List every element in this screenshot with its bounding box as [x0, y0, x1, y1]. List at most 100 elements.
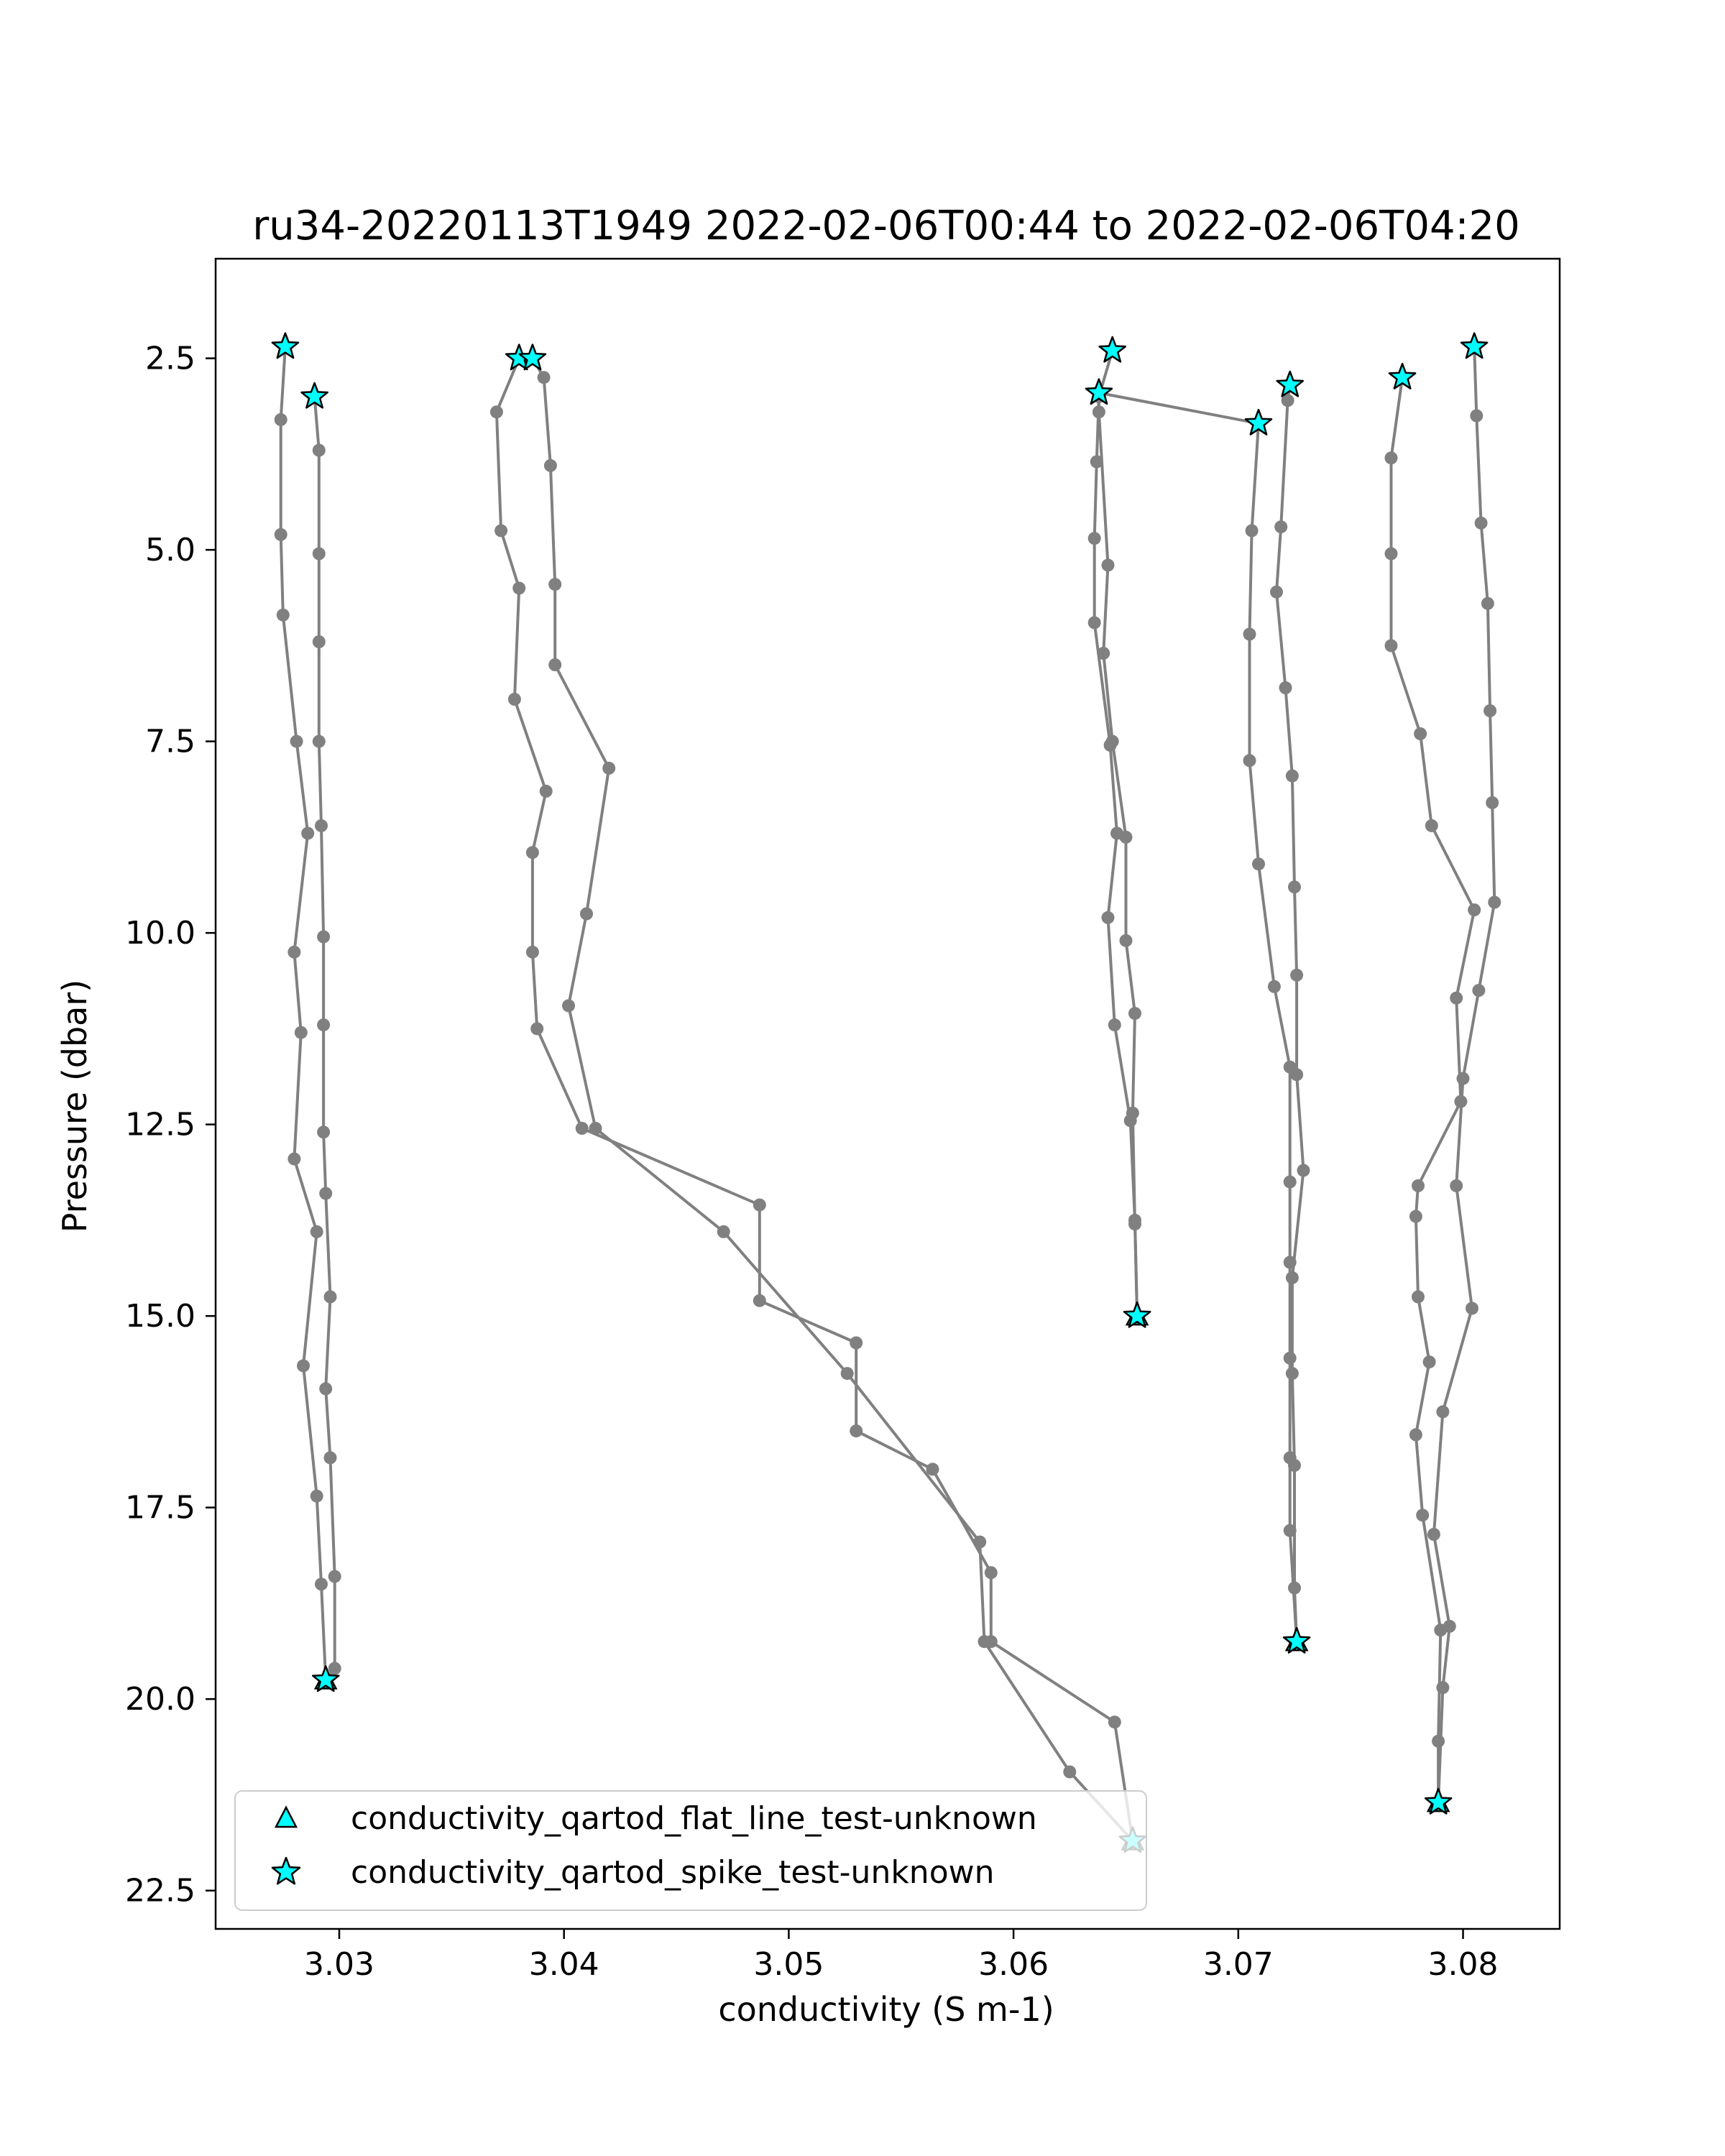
y-tick-label: 2.5: [145, 341, 196, 377]
profile-point: [288, 1152, 301, 1166]
profile-point: [1243, 754, 1256, 768]
profile-point: [1281, 394, 1294, 407]
profile-point: [1425, 819, 1438, 832]
profile-point: [548, 578, 562, 591]
x-tick-label: 3.06: [978, 1946, 1049, 1983]
profile-point: [1384, 639, 1398, 653]
profile-point: [1288, 880, 1301, 894]
profile-point: [525, 846, 539, 860]
profile-point: [315, 819, 328, 832]
profile-point: [317, 1125, 331, 1139]
profile-point: [1063, 1765, 1077, 1779]
x-tick-label: 3.08: [1428, 1946, 1499, 1983]
profile-point: [312, 443, 326, 457]
profile-point: [1285, 1271, 1299, 1284]
profile-point: [580, 907, 593, 921]
profile-point: [1443, 1619, 1456, 1633]
profile-point: [575, 1122, 589, 1135]
profile-point: [1412, 1179, 1425, 1192]
y-tick-label: 22.5: [125, 1873, 196, 1909]
profile-point: [1481, 596, 1494, 610]
profile-point: [1484, 704, 1497, 717]
profile-point: [1450, 991, 1463, 1005]
profile-point: [1097, 647, 1110, 660]
profile-point: [973, 1535, 987, 1549]
profile-point: [1450, 1179, 1463, 1192]
profile-point: [1488, 895, 1501, 909]
profile-point: [1267, 980, 1281, 993]
profile-point: [312, 635, 326, 648]
profile-9: [1384, 371, 1481, 1810]
profile-point: [1108, 1715, 1121, 1729]
profile-point: [978, 1635, 991, 1649]
spike-flag-marker: [1424, 1787, 1453, 1815]
profile-line: [313, 396, 336, 1681]
profile-10: [1427, 340, 1501, 1810]
plot-area: [271, 332, 1501, 1853]
profile-point: [602, 761, 616, 775]
profile-point: [840, 1367, 854, 1381]
profile-point: [1119, 934, 1133, 947]
profile-point: [294, 1026, 308, 1039]
spike-flag-markers: [271, 332, 1489, 1853]
spike-flag-marker: [1123, 1301, 1151, 1328]
spike-flag-marker: [1276, 370, 1305, 397]
profile-point: [1101, 558, 1115, 572]
spike-flag-marker: [311, 1665, 340, 1692]
profile-point: [1283, 1175, 1297, 1189]
profile-point: [753, 1294, 766, 1307]
profile-point: [1416, 1508, 1430, 1522]
profile-point: [1092, 405, 1105, 419]
legend-star-shape: [271, 1856, 301, 1885]
legend: conductivity_qartod_flat_line_test-unkno…: [234, 1790, 1147, 1911]
profile-point: [319, 1382, 333, 1396]
y-tick-label: 5.0: [145, 532, 196, 568]
x-tick-label: 3.03: [304, 1946, 374, 1983]
profile-point: [1384, 451, 1398, 465]
legend-label-spike: conductivity_qartod_spike_test-unknown: [351, 1854, 995, 1891]
profile-point: [489, 405, 503, 419]
profile-6: [1092, 386, 1144, 1323]
spike-flag-marker: [300, 382, 328, 409]
plot-frame: [214, 257, 1561, 1930]
spike-flag-marker: [271, 332, 300, 359]
profile-point: [1436, 1405, 1450, 1419]
profile-point: [1270, 585, 1283, 599]
profile-point: [323, 1451, 337, 1465]
profile-point: [543, 459, 557, 472]
profile-point: [1427, 1528, 1440, 1541]
legend-star-marker: [271, 1856, 301, 1885]
profile-point: [317, 930, 331, 944]
spike-flag-marker: [1460, 332, 1489, 359]
spike-flag-marker: [1085, 378, 1113, 405]
profile-point: [926, 1462, 939, 1476]
profile-point: [850, 1424, 863, 1438]
profile-point: [1384, 547, 1398, 561]
profile-point: [525, 945, 539, 959]
profile-point: [310, 1225, 323, 1238]
profile-point: [1087, 532, 1101, 545]
profile-point: [1105, 734, 1119, 748]
profile-point: [1108, 1018, 1121, 1032]
profile-point: [548, 658, 562, 671]
profile-point: [1290, 968, 1304, 982]
spike-flag-marker: [1388, 362, 1417, 390]
profile-point: [1285, 1367, 1299, 1381]
x-axis-label: conductivity (S m-1): [718, 1990, 1054, 2029]
y-tick-label: 12.5: [125, 1107, 196, 1143]
legend-label-flat-line: conductivity_qartod_flat_line_test-unkno…: [351, 1800, 1037, 1837]
profile-line: [279, 346, 328, 1680]
profile-point: [984, 1566, 998, 1580]
axes: 3.03 3.04 3.05 3.06 3.07 3.08 2.5 5.0 7.5 10.0 12.…: [125, 257, 1561, 1983]
profile-point: [1274, 520, 1288, 534]
profile-point: [753, 1198, 766, 1212]
y-tick-label: 10.0: [125, 915, 196, 952]
profile-point: [589, 1122, 602, 1135]
profile-point: [317, 1018, 331, 1032]
profile-point: [1288, 1581, 1301, 1595]
profile-point: [494, 524, 508, 538]
profile-point: [290, 734, 303, 748]
profile-line: [1432, 346, 1496, 1803]
profile-point: [1128, 1007, 1141, 1021]
